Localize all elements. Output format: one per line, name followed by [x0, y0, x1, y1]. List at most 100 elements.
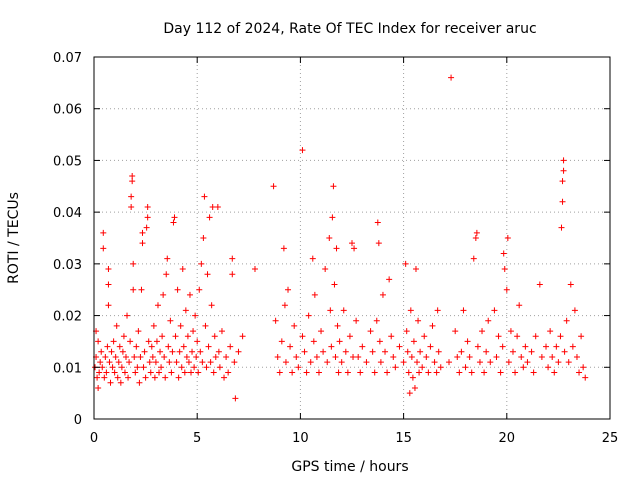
data-point — [350, 353, 357, 360]
data-point — [139, 240, 146, 247]
data-point — [569, 343, 576, 350]
data-point — [272, 317, 279, 324]
data-point — [173, 359, 180, 366]
data-point — [223, 353, 230, 360]
data-point — [462, 364, 469, 371]
data-point — [524, 359, 531, 366]
data-point — [452, 328, 459, 335]
data-point — [229, 271, 236, 278]
data-point — [460, 307, 467, 314]
data-point — [406, 390, 413, 397]
data-point — [202, 322, 209, 329]
data-point — [128, 203, 135, 210]
data-point — [140, 364, 147, 371]
data-point — [166, 359, 173, 366]
data-point — [315, 369, 322, 376]
data-point — [190, 328, 197, 335]
data-point — [98, 348, 105, 355]
data-point — [382, 348, 389, 355]
data-point — [423, 353, 430, 360]
data-point — [415, 317, 422, 324]
data-point — [149, 353, 156, 360]
data-point — [305, 312, 312, 319]
data-point — [221, 374, 228, 381]
data-point — [545, 364, 552, 371]
y-axis: 0 0.01 0.02 0.03 0.04 0.05 0.06 0.07 — [53, 51, 610, 428]
data-point — [514, 333, 521, 340]
data-point — [433, 369, 440, 376]
data-point — [309, 255, 316, 262]
data-point — [421, 333, 428, 340]
data-point — [170, 219, 177, 226]
data-point — [163, 271, 170, 278]
x-tick-label: 20 — [499, 431, 516, 446]
data-point — [96, 369, 103, 376]
data-point — [203, 364, 210, 371]
data-point — [206, 214, 213, 221]
data-point — [458, 348, 465, 355]
data-point — [559, 198, 566, 205]
data-point — [131, 353, 138, 360]
data-point — [100, 229, 107, 236]
data-point — [282, 359, 289, 366]
data-point — [374, 219, 381, 226]
y-tick-label: 0.07 — [53, 51, 82, 66]
data-point — [196, 286, 203, 293]
data-point — [335, 369, 342, 376]
y-tick-label: 0.06 — [53, 103, 82, 118]
data-point — [405, 369, 412, 376]
data-point — [560, 167, 567, 174]
data-point — [102, 353, 109, 360]
data-point — [367, 328, 374, 335]
data-point — [285, 286, 292, 293]
data-point — [143, 224, 150, 231]
data-point — [483, 348, 490, 355]
data-point — [107, 379, 114, 386]
data-point — [353, 317, 360, 324]
data-point — [175, 374, 182, 381]
data-point — [518, 353, 525, 360]
data-point — [573, 353, 580, 360]
data-point — [160, 291, 167, 298]
data-point — [299, 333, 306, 340]
data-point — [576, 369, 583, 376]
data-point — [299, 147, 306, 154]
data-point — [369, 348, 376, 355]
data-point — [332, 353, 339, 360]
data-point — [101, 374, 108, 381]
data-point — [188, 369, 195, 376]
data-point — [165, 343, 172, 350]
data-point — [434, 307, 441, 314]
data-point — [156, 369, 163, 376]
data-point — [139, 229, 146, 236]
data-point — [99, 364, 106, 371]
data-point — [94, 374, 101, 381]
x-tick-label: 10 — [292, 431, 309, 446]
x-tick-label: 25 — [602, 431, 619, 446]
data-point — [375, 240, 382, 247]
data-point — [108, 348, 115, 355]
data-point — [414, 359, 421, 366]
data-point — [373, 317, 380, 324]
data-point — [164, 255, 171, 262]
data-point — [274, 353, 281, 360]
data-point — [135, 328, 142, 335]
data-point — [501, 266, 508, 273]
data-point — [565, 359, 572, 366]
data-point — [446, 359, 453, 366]
data-point — [561, 348, 568, 355]
data-point — [138, 286, 145, 293]
data-point — [491, 307, 498, 314]
data-point — [151, 374, 158, 381]
data-point — [216, 364, 223, 371]
data-point — [497, 369, 504, 376]
data-point — [169, 348, 176, 355]
data-point — [388, 333, 395, 340]
data-point — [307, 359, 314, 366]
data-point — [122, 353, 129, 360]
data-point — [386, 276, 393, 283]
data-point — [178, 364, 185, 371]
data-point — [129, 172, 136, 179]
data-point — [124, 312, 131, 319]
